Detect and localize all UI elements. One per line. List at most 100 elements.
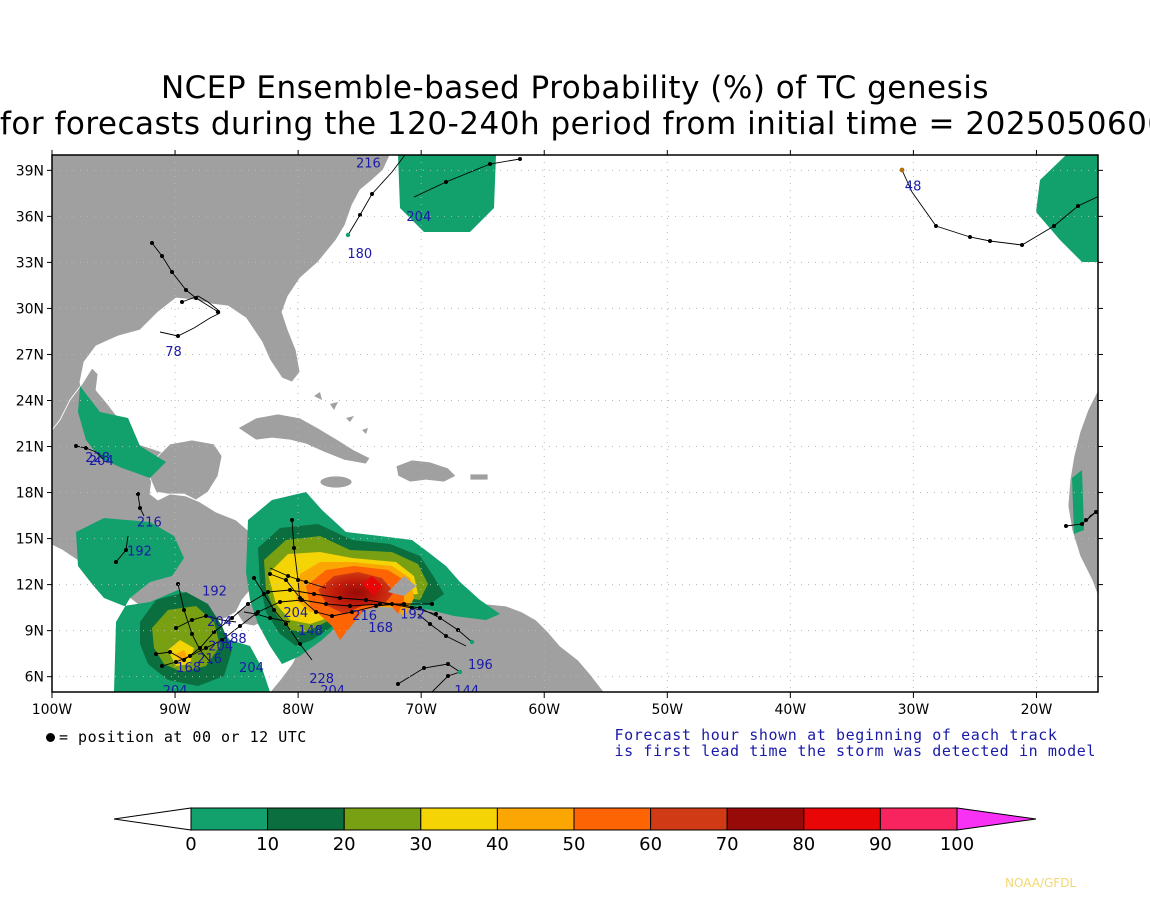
land-africa [1067,389,1098,597]
lon-tick-label: 50W [651,702,683,718]
lat-tick-label: 21N [16,440,44,456]
land-puerto-rico [469,473,489,481]
lat-tick-label: 24N [16,393,44,409]
colorbar-segment [190,807,269,831]
lat-tick-label: 30N [16,301,44,317]
track-labels: 2162041804878228204216192192204188204216… [85,156,922,699]
legend-dot-label: = position at 00 or 12 UTC [59,728,307,746]
colorbar-segment [496,807,575,831]
colorbar-segment [343,807,422,831]
lat-tick-label: 6N [25,670,44,686]
track-label: 204 [320,684,345,699]
colorbar: 0 10 20 30 40 50 60 70 80 90 100 [113,807,1037,855]
prob-area-yucatan [78,386,166,478]
lat-tick-label: 39N [16,163,44,179]
prob-area-atlantic-ne [1036,155,1098,262]
track-label: 168 [368,621,393,636]
track-label: 204 [283,606,308,621]
colorbar-segment [573,807,652,831]
track-label: 216 [352,609,377,624]
track-start-marker [345,232,351,238]
track-label: 192 [400,607,425,622]
lat-tick-label: 33N [16,255,44,271]
colorbar-label: 0 [185,834,196,855]
legend-dot-note: = position at 00 or 12 UTC [46,728,307,746]
colorbar-segment [267,807,345,831]
lat-tick-label: 18N [16,486,44,502]
land-yucatan [149,439,223,501]
prob-area-africa [1072,470,1084,534]
colorbar-label: 60 [639,834,662,855]
track-label: 204 [89,454,114,469]
prob-area-new-york [398,155,496,232]
colorbar-segment [650,807,728,831]
land-hispaniola [395,459,457,483]
colorbar-label: 80 [792,834,815,855]
track-label: 192 [202,584,227,599]
colorbar-label: 50 [563,834,586,855]
lon-tick-label: 20W [1021,702,1053,718]
colorbar-label: 20 [333,834,356,855]
track-label: 204 [406,210,431,225]
map-axis-ticks: 100W 90W 80W 70W 60W 50W 40W 30W 20W 6N 9N 12N 15N 18… [16,150,1103,718]
colorbar-label: 30 [409,834,432,855]
colorbar-segment [879,807,958,831]
track-label: 204 [239,661,264,676]
track-label: 168 [176,661,201,676]
track-label: 228 [85,451,110,466]
track-label: 180 [347,247,372,262]
chart-title-line-1: NCEP Ensemble-based Probability (%) of T… [160,70,990,106]
lon-tick-label: 100W [32,702,73,718]
colorbar-label: 90 [869,834,892,855]
forecast-note-line-2: is first lead time the storm was detecte… [614,742,1096,760]
colorbar-label: 10 [256,834,279,855]
track-label: 78 [165,345,182,360]
track-label: 144 [454,684,479,699]
lon-tick-label: 40W [775,702,807,718]
colorbar-segment [420,807,498,831]
land-bahamas [314,392,368,434]
lon-tick-label: 30W [898,702,930,718]
colorbar-segment [726,807,805,831]
track-label: 204 [163,684,188,699]
track-label: 216 [197,652,222,667]
track-label: 48 [905,179,922,194]
track-start-marker [899,167,905,173]
lat-tick-label: 12N [16,578,44,594]
lat-tick-label: 9N [25,624,44,640]
lon-tick-label: 60W [528,702,560,718]
track-label: 196 [468,658,493,673]
colorbar-label: 70 [716,834,739,855]
track-position-dots [74,157,1098,686]
credit-label: NOAA/GFDL [1005,876,1077,890]
colorbar-high-arrow [956,807,1037,831]
track-label: 192 [127,544,152,559]
colorbar-label: 100 [940,834,974,855]
lat-tick-label: 27N [16,347,44,363]
legend-dot-icon [46,733,55,742]
track-label: 148 [298,624,323,639]
track-label: 216 [137,515,162,530]
map-frame [51,154,1099,693]
land-cuba [237,413,371,465]
track-label: 228 [309,672,334,687]
lon-tick-label: 80W [282,702,314,718]
track-label: 204 [208,640,233,655]
track-label: 216 [356,156,381,171]
track-label: 204 [207,615,232,630]
prob-area-pacific [76,518,270,692]
colorbar-segment [803,807,881,831]
lat-tick-label: 15N [16,532,44,548]
lat-tick-label: 36N [16,209,44,225]
lon-tick-label: 70W [405,702,437,718]
track-start-marker [409,195,415,201]
track-label: 188 [222,632,247,647]
chart-title-line-2: for forecasts during the 120-240h period… [0,106,1150,142]
colorbar-low-arrow [113,807,192,831]
forecast-note-line-1: Forecast hour shown at beginning of each… [614,726,1058,744]
forecast-hour-note: Forecast hour shown at beginning of each… [614,727,1096,759]
land-jamaica [319,475,353,489]
lon-tick-label: 90W [159,702,191,718]
colorbar-label: 40 [486,834,509,855]
